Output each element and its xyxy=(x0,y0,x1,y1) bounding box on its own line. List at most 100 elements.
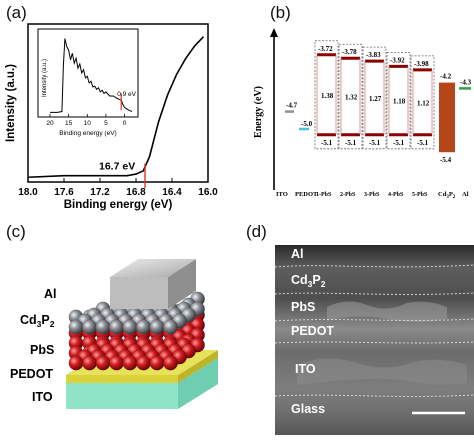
ups-chart: 18.0 17.6 17.2 16.8 16.4 16.0 Binding energy … xyxy=(5,23,218,211)
al-label: Al xyxy=(462,191,469,198)
pbs-label: 5-PbS xyxy=(412,192,428,198)
schematic-label-pedot: PEDOT xyxy=(10,367,53,381)
pedot-label: PEDOT xyxy=(295,191,318,198)
x-tick-label: 16.8 xyxy=(126,187,146,198)
pbs-sphere xyxy=(149,355,165,371)
plot-frame xyxy=(27,23,209,183)
pbs-gap-value: 1.18 xyxy=(393,98,406,106)
cd3p2-sphere xyxy=(136,319,151,335)
x-tick-label: 16.0 xyxy=(198,187,218,198)
sem-label-ito: ITO xyxy=(295,362,316,376)
al-level-label: -4.3 xyxy=(460,78,472,86)
sem-label-pedot: PEDOT xyxy=(291,324,334,338)
y-axis-label: Intensity (a.u.) xyxy=(5,64,17,142)
cd3p2-sphere xyxy=(68,319,84,335)
pbs-label: 2-PbS xyxy=(340,192,356,198)
pbs-vb-value: -5.1 xyxy=(369,139,381,147)
pbs-box xyxy=(410,55,435,150)
pbs-sphere xyxy=(95,355,111,371)
x-tick-label: 18.0 xyxy=(18,187,38,198)
cd3p2-sphere xyxy=(95,319,111,335)
pbs-gap-value: 1.32 xyxy=(345,94,358,102)
pbs-vb-value: -5.1 xyxy=(321,139,333,147)
inset-x-tick-label: 0 xyxy=(123,120,127,127)
sem-label-al: Al xyxy=(291,247,304,261)
pbs-box xyxy=(314,40,339,150)
cd3p2-sphere xyxy=(122,319,138,335)
inset-x-tick-label: 15 xyxy=(65,120,73,127)
energy-axis-label: Energy (eV) xyxy=(253,86,264,138)
sem-image xyxy=(275,245,474,435)
device-schematic: Al Cd3P2 PbS PEDOT ITO xyxy=(10,259,218,409)
cd3p2-label: Cd3P2 xyxy=(438,191,456,200)
pbs-cb-value: -3.98 xyxy=(414,60,429,68)
pbs-box xyxy=(362,46,387,150)
cd3p2-sphere xyxy=(163,319,178,335)
panel-label-d: (d) xyxy=(246,222,267,241)
inset-x-tick-label: 10 xyxy=(84,120,92,127)
sem-particles xyxy=(327,301,447,322)
x-axis-label: Binding energy (eV) xyxy=(64,199,173,211)
inset-x-tick-label: 5 xyxy=(104,120,108,127)
ito-level-label: -4.7 xyxy=(286,102,298,110)
pbs-sphere xyxy=(163,355,178,371)
sem-particles-2 xyxy=(297,358,467,385)
panel-label-a: (a) xyxy=(6,3,27,22)
pbs-label: 4-PbS xyxy=(388,192,404,198)
pbs-vb-value: -5.1 xyxy=(345,139,357,147)
pbs-sphere xyxy=(82,355,97,371)
energy-axis-arrowhead xyxy=(270,28,278,37)
schematic-label-ito: ITO xyxy=(32,390,53,404)
pedot-level-label: -5.0 xyxy=(301,120,313,128)
cd3p2-sphere xyxy=(149,319,165,335)
sem-label-pbs: PbS xyxy=(291,300,315,314)
inset-series-line xyxy=(50,38,133,113)
pbs-gap-value: 1.27 xyxy=(369,95,382,103)
pbs-vb-value: -5.1 xyxy=(393,139,405,147)
pbs-sphere xyxy=(122,355,138,371)
sem-label-glass: Glass xyxy=(291,402,325,416)
schematic-label-pbs: PbS xyxy=(30,343,54,357)
sem-label-cd3p2: Cd3P2 xyxy=(291,273,326,289)
pbs-cb-value: -3.83 xyxy=(366,51,381,59)
inset-x-tick-label: 20 xyxy=(46,120,54,127)
pbs-label: 3-PbS xyxy=(364,192,380,198)
sem-interfaces xyxy=(274,264,474,397)
panel-label-b: (b) xyxy=(270,3,291,22)
al-block-top xyxy=(110,259,196,277)
cd3p2-sphere xyxy=(109,319,124,335)
pbs-cb-value: -3.78 xyxy=(342,48,357,56)
pbs-box xyxy=(386,51,411,150)
cd3p2-band xyxy=(439,82,455,153)
cd3p2-sphere xyxy=(82,319,97,335)
pbs-cb-value: -3.72 xyxy=(318,45,333,53)
panel-label-c: (c) xyxy=(6,222,26,241)
inset-y-label: Intensity (a.u.) xyxy=(42,59,48,97)
al-block-front xyxy=(110,277,168,309)
pbs-sphere xyxy=(136,355,151,371)
main-series-line xyxy=(27,36,205,179)
pbs-vb-value: -5.1 xyxy=(417,139,429,147)
al-block-side xyxy=(168,259,196,309)
pbs-label: 1-PbS xyxy=(316,192,332,198)
pbs-gap-value: 1.38 xyxy=(321,92,334,100)
inset-x-label: Binding energy (eV) xyxy=(59,130,116,137)
onset-annotation: 16.7 eV xyxy=(99,161,135,173)
cd3p2-cb-value: -4.2 xyxy=(440,73,452,81)
ito-label: ITO xyxy=(276,191,288,198)
schematic-label-cd3p2: Cd3P2 xyxy=(20,313,55,329)
cd3p2-vb-value: -5.4 xyxy=(440,156,452,164)
x-tick-label: 17.6 xyxy=(54,187,74,198)
inset-annotation: 0.9 eV xyxy=(117,91,136,98)
pbs-box xyxy=(338,43,363,150)
x-tick-label: 17.2 xyxy=(90,187,110,198)
pbs-cb-value: -3.92 xyxy=(390,56,405,64)
pedot-side xyxy=(178,350,218,383)
pbs-sphere xyxy=(68,355,84,371)
pbs-sphere xyxy=(109,355,124,371)
energy-level-diagram: Energy (eV) -4.7 ITO -5.0 PEDOT -3.72 1.38 -5.… xyxy=(253,28,472,200)
schematic-label-al: Al xyxy=(44,287,57,301)
ito-front xyxy=(66,383,178,409)
pbs-gap-value: 1.12 xyxy=(417,99,430,107)
pedot-front xyxy=(66,375,178,383)
